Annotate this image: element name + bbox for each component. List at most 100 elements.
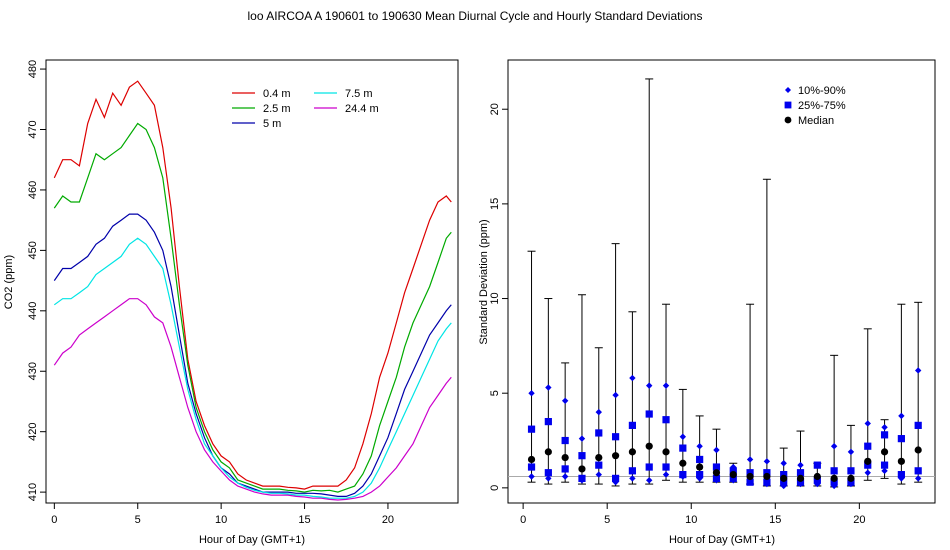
series-line-24-4-m <box>53 298 452 501</box>
p25-p75-marker <box>729 467 737 475</box>
p25-p75-marker <box>813 461 821 469</box>
right-y-axis-label: Standard Deviation (ppm) <box>478 219 490 344</box>
p25-p75-marker <box>780 471 788 479</box>
left-y-tick-label: 420 <box>27 423 39 441</box>
median-marker <box>679 459 687 467</box>
right-y-tick-label: 0 <box>489 485 501 491</box>
legend-label: 24.4 m <box>345 103 379 115</box>
p25-p75-marker <box>864 442 872 450</box>
right-y-tick-label: 15 <box>489 198 501 210</box>
p25-p75-marker <box>830 467 838 475</box>
p10-p90-marker <box>914 475 922 482</box>
p10-p90-marker <box>864 420 871 427</box>
p25-p75-marker <box>830 478 838 486</box>
p25-p75-marker <box>595 461 603 469</box>
median-marker <box>880 448 889 456</box>
right-x-tick-label: 5 <box>604 514 610 526</box>
median-marker <box>527 455 536 464</box>
left-y-tick-label: 430 <box>27 362 39 380</box>
p10-p90-marker <box>881 467 888 475</box>
right-plot-frame <box>507 59 936 504</box>
median-marker <box>897 457 905 465</box>
p10-p90-marker <box>898 412 905 420</box>
p10-p90-marker <box>561 473 569 480</box>
series-line-7-5-m <box>53 237 452 499</box>
median-marker <box>864 457 872 465</box>
median-marker <box>729 471 737 479</box>
p10-p90-marker <box>785 87 791 93</box>
left-y-tick-label: 460 <box>27 181 39 199</box>
right-x-axis: 0 5 10 15 20 <box>520 503 865 526</box>
left-x-tick-label: 5 <box>135 514 141 526</box>
p25-p75-marker <box>561 436 569 445</box>
p10-p90-marker <box>646 382 653 389</box>
co2-lines <box>53 80 452 501</box>
p10-p90-marker <box>881 424 888 431</box>
left-y-axis: 410 420 430 440 450 460 470 480 <box>27 60 46 501</box>
p25-p75-marker <box>880 461 889 469</box>
p10-p90-marker <box>528 389 535 397</box>
median-marker <box>696 463 704 471</box>
median-marker <box>712 469 721 477</box>
right-y-tick-label: 20 <box>489 103 501 115</box>
p25-p75-marker <box>527 463 536 471</box>
p25-p75-marker <box>864 461 872 469</box>
right-legend: 10%-90% 25%-75% Median <box>784 85 846 127</box>
p25-p75-marker <box>578 452 586 460</box>
figure-title: loo AIRCOA A 190601 to 190630 Mean Diurn… <box>248 9 703 23</box>
p25-p75-marker <box>712 474 721 482</box>
right-x-tick-label: 10 <box>685 514 697 526</box>
p10-p90-marker <box>713 446 720 454</box>
median-marker <box>662 448 670 456</box>
p10-p90-marker <box>612 391 619 399</box>
p10-p90-marker <box>629 475 636 482</box>
series-line-2-5-m <box>53 122 452 493</box>
p25-p75-marker <box>796 469 805 477</box>
right-y-tick-label: 10 <box>489 292 501 304</box>
p10-p90-marker <box>914 367 922 374</box>
p25-p75-marker <box>897 471 905 479</box>
p25-p75-marker <box>578 474 586 482</box>
left-x-axis: 0 5 10 15 20 <box>51 503 394 526</box>
p10-p90-marker <box>646 477 653 484</box>
p25-p75-marker <box>746 478 754 486</box>
p25-p75-marker <box>763 469 771 477</box>
left-y-tick-label: 440 <box>27 302 39 320</box>
p10-p90-marker <box>545 384 552 391</box>
legend-median-marker <box>784 116 792 124</box>
left-plot-frame <box>45 59 459 504</box>
whisker-lines <box>527 78 923 488</box>
co2-diurnal-panel: 0 5 10 15 20 410 420 430 440 450 460 470 480 0.4 m 2… <box>3 59 459 546</box>
p25-p75-marker <box>527 425 536 433</box>
left-y-tick-label: 470 <box>27 120 39 138</box>
p25-p75-marker <box>611 433 620 441</box>
legend-label: 5 m <box>263 118 281 130</box>
legend-label: 2.5 m <box>263 103 291 115</box>
median-marker <box>914 446 922 454</box>
p10-p90-marker <box>763 458 771 465</box>
right-x-tick-label: 20 <box>853 514 865 526</box>
p25-p75-marker <box>561 465 569 473</box>
p10-p90-marker <box>864 469 871 476</box>
left-legend: 0.4 m 2.5 m 5 m 7.5 m 24.4 m <box>232 88 379 130</box>
median-marker <box>813 472 821 481</box>
median-marker <box>746 472 754 481</box>
p25-p75-marker <box>880 431 889 439</box>
stddev-panel: 0 5 10 15 20 0 5 10 15 20 10%-90% 25%-75% Median H… <box>478 59 936 546</box>
series-line-5-m <box>53 213 452 497</box>
right-y-tick-label: 5 <box>489 390 501 396</box>
p25-p75-marker <box>796 478 805 486</box>
median-marker <box>628 448 637 456</box>
legend-label: 0.4 m <box>263 88 291 100</box>
median-marker <box>796 474 805 482</box>
p25-p75-marker <box>847 467 855 475</box>
median-marker <box>780 474 788 482</box>
left-y-tick-label: 450 <box>27 241 39 259</box>
left-x-tick-label: 20 <box>382 514 394 526</box>
legend-label: 7.5 m <box>345 88 373 100</box>
median-marker <box>645 442 653 450</box>
p25-p75-marker <box>679 444 687 452</box>
p25-p75-marker <box>784 101 792 109</box>
left-x-tick-label: 10 <box>215 514 227 526</box>
